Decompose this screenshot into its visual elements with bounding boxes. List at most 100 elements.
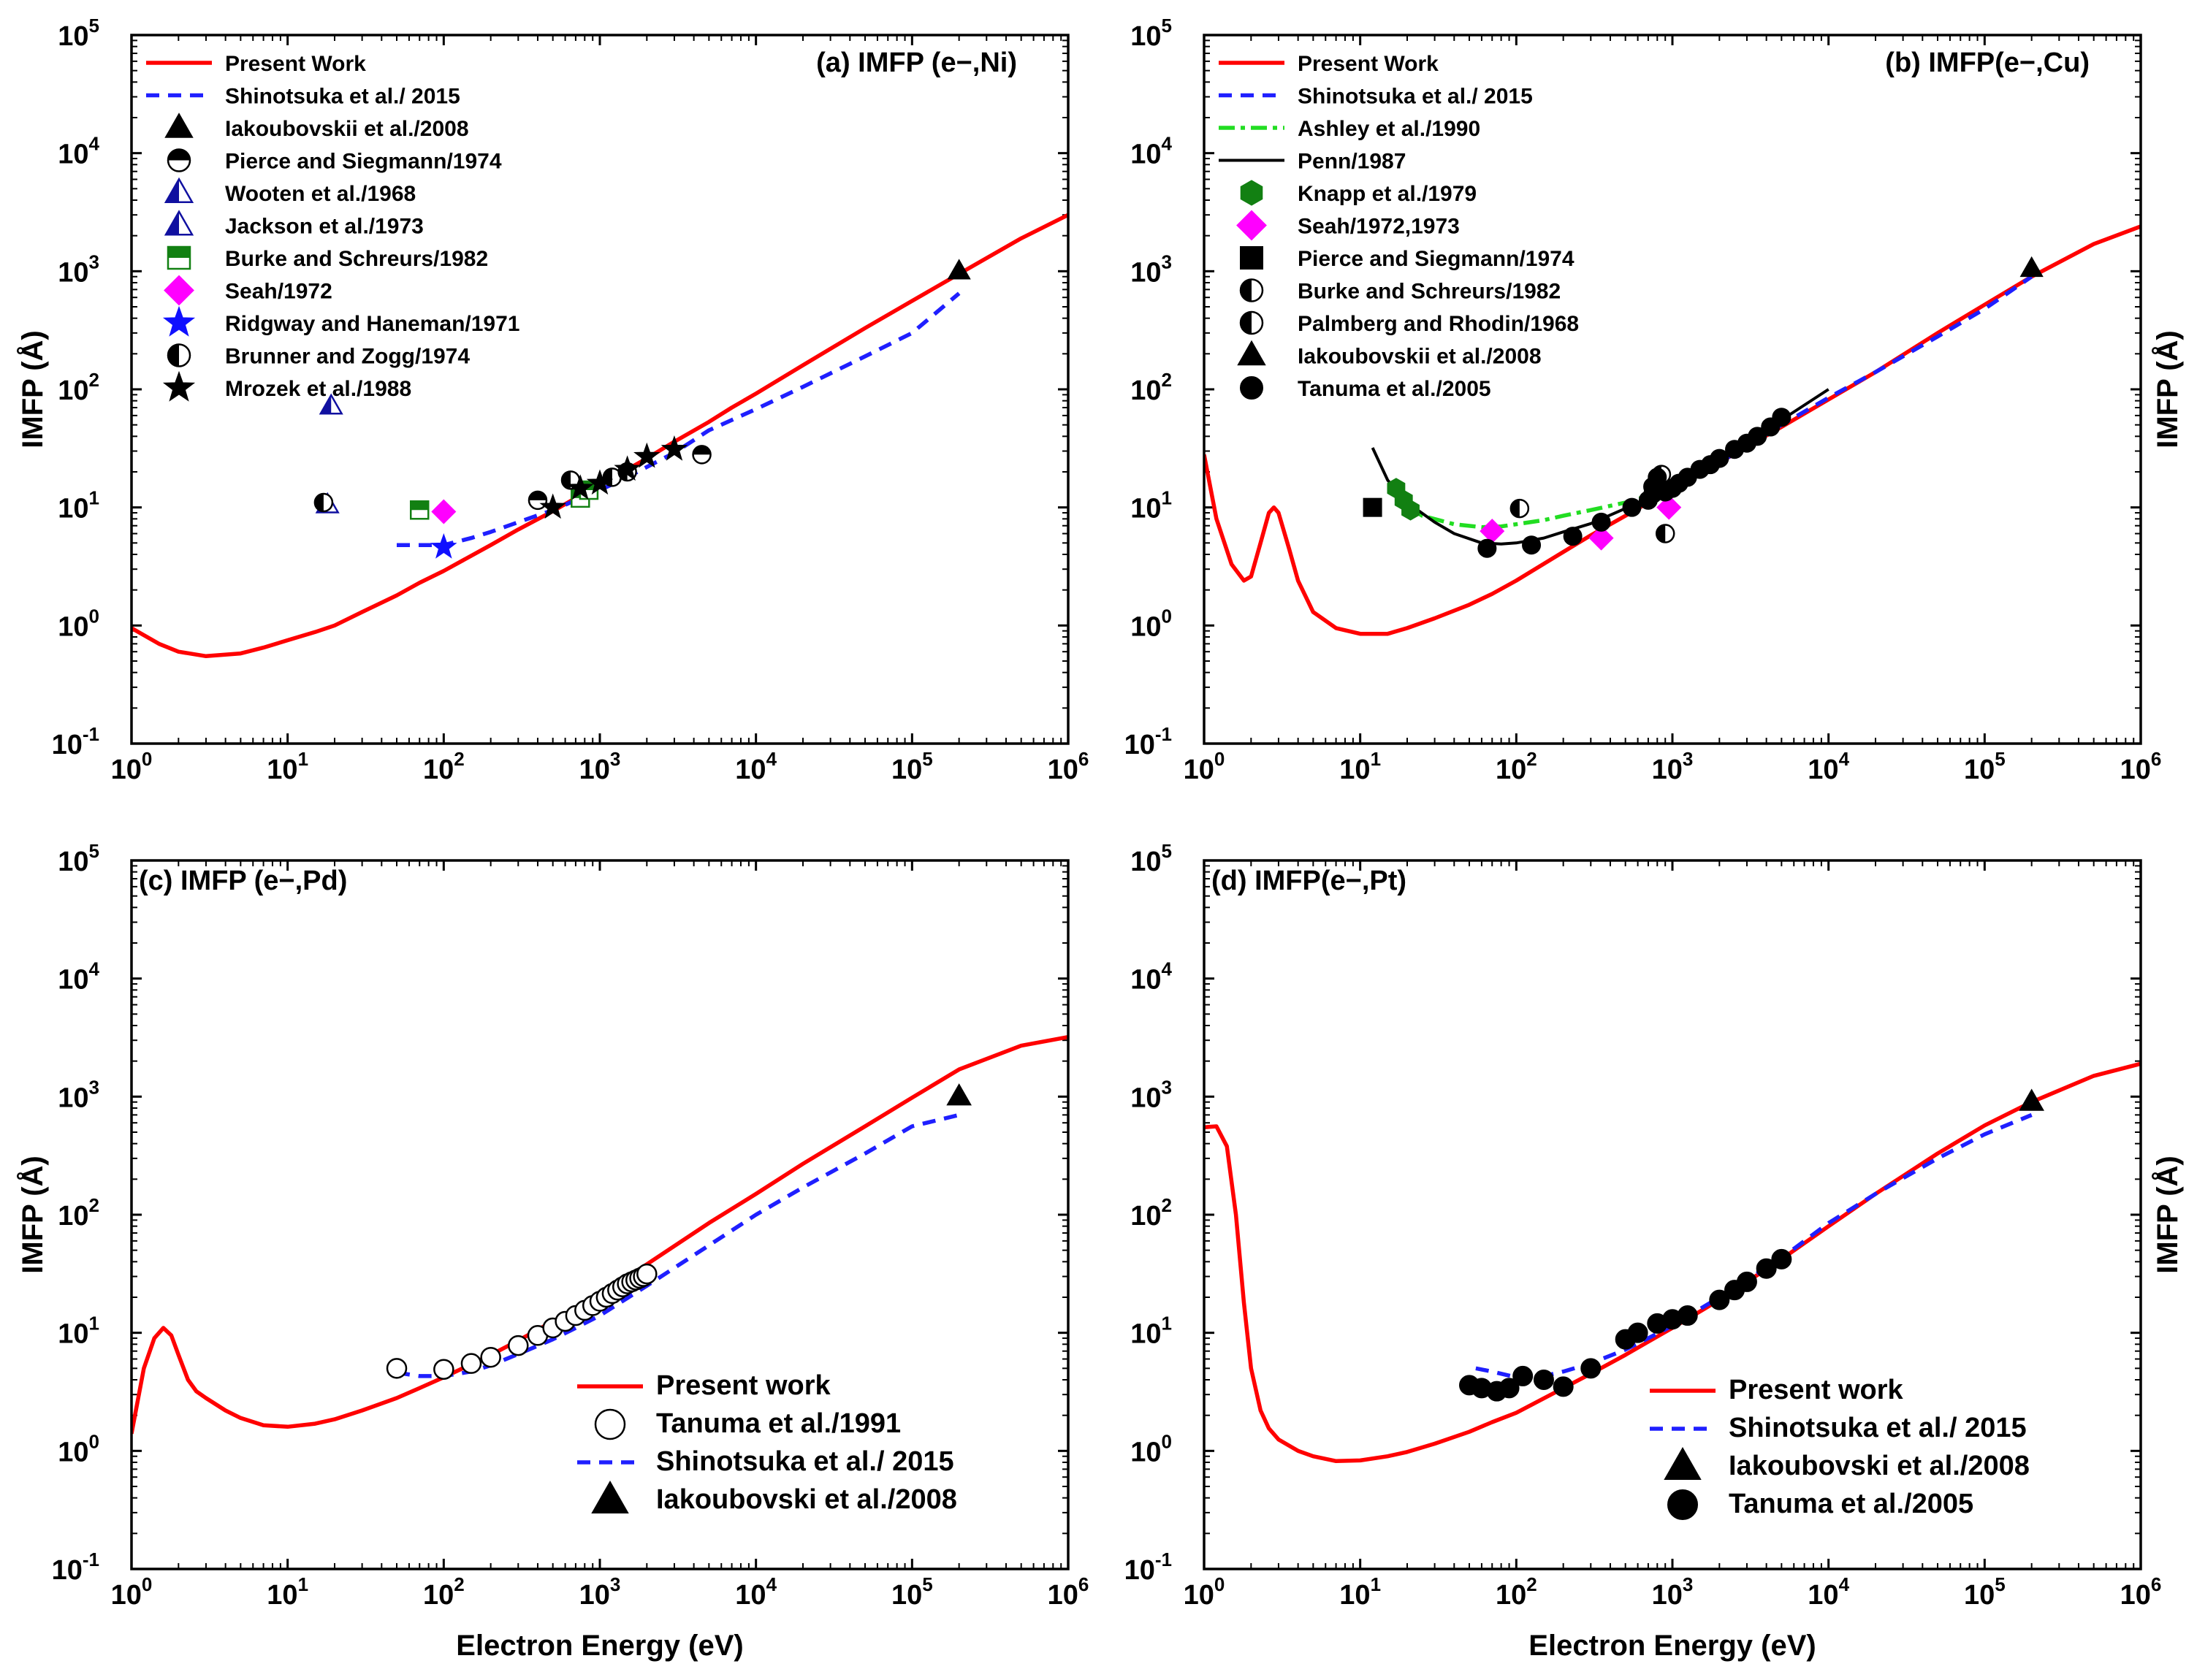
data-point: [1563, 527, 1583, 546]
legend-swatch: [164, 112, 194, 138]
plot-frame: [1203, 859, 2142, 1570]
data-point: [409, 500, 430, 520]
data-point: [946, 1083, 972, 1106]
y-tick-label: 105: [58, 840, 99, 877]
legend-item: Iakoubovski et al./2008: [591, 1480, 957, 1515]
legend-label: Burke and Schreurs/1982: [225, 247, 488, 271]
data-point: [1591, 512, 1611, 532]
x-tick-label: 101: [267, 1573, 308, 1611]
x-tick-label: 105: [891, 748, 933, 785]
y-tick-label: 100: [58, 605, 99, 642]
legend-swatch: [1240, 180, 1263, 206]
data-point: [1656, 495, 1682, 520]
data-point: [433, 1359, 454, 1381]
panel-b: 100 101 102 103 104 105 106 10-1 100 101 102 103 104…: [1124, 15, 2184, 785]
legend-swatch: [1240, 246, 1263, 270]
legend-item: Brunner and Zogg/1974: [167, 343, 470, 369]
legend-label: Jackson et al./1973: [225, 215, 424, 239]
x-tick-label: 105: [1964, 748, 2006, 785]
legend-item: Mrozek et al./1988: [162, 370, 411, 402]
legend: Present Work Shinotsuka et al./ 2015 Iakou…: [146, 52, 519, 402]
y-tick-label: 105: [1130, 840, 1172, 877]
data-point: [460, 1353, 482, 1374]
legend-swatch: [1239, 310, 1264, 335]
y-tick-label: 100: [1130, 1430, 1172, 1467]
plot-frame: [130, 859, 1070, 1570]
data-point: [692, 445, 712, 465]
legend-item: Shinotsuka et al./ 2015: [1219, 85, 1533, 109]
data-point: [1477, 538, 1497, 558]
legend-item: Shinotsuka et al./ 2015: [146, 85, 460, 109]
legend-swatch: [1237, 340, 1266, 366]
data-point: [1756, 1258, 1777, 1279]
legend-label: Iakoubovski et al./2008: [656, 1484, 957, 1515]
data-point: [636, 1263, 658, 1285]
data-point: [1710, 448, 1729, 468]
legend-label: Knapp et al./1979: [1298, 182, 1477, 206]
data-point: [1677, 1305, 1698, 1326]
panel-title: (c) IMFP (e−,Pd): [139, 866, 347, 896]
legend-item: Present Work: [146, 52, 366, 76]
legend-swatch: [1240, 376, 1263, 400]
legend-swatch: [167, 148, 191, 172]
y-tick-label: 104: [1130, 958, 1172, 996]
y-tick-label: 100: [58, 1430, 99, 1467]
plot-frame: [1203, 34, 2142, 745]
legend-label: Present Work: [225, 52, 366, 76]
data-point: [431, 499, 457, 524]
x-tick-label: 102: [423, 748, 465, 785]
x-tick-label: 102: [1496, 748, 1537, 785]
x-tick-label: 103: [579, 748, 621, 785]
y-tick-label: 104: [58, 133, 99, 170]
legend-item: Tanuma et al./2005: [1667, 1489, 1973, 1520]
y-tick-label: 102: [58, 1194, 99, 1232]
x-tick-label: 101: [1339, 748, 1381, 785]
x-tick-label: 100: [111, 1573, 153, 1611]
legend-label: Tanuma et al./1991: [656, 1408, 901, 1439]
x-tick-label: 104: [1808, 748, 1849, 785]
x-tick-label: 106: [2120, 1573, 2162, 1611]
legend-item: Present Work: [1219, 52, 1439, 76]
legend-item: Burke and Schreurs/1982: [167, 245, 488, 271]
panel-d: 100 101 102 103 104 105 106 10-1 100 101 102 103 104…: [1124, 840, 2184, 1662]
data-point: [1480, 519, 1505, 544]
legend: Present work Tanuma et al./1991 Shinotsuka…: [577, 1370, 957, 1515]
legend-label: Pierce and Siegmann/1974: [225, 150, 502, 174]
legend-item: Present work: [577, 1370, 831, 1401]
series-line: [1475, 1112, 2033, 1380]
legend-label: Seah/1972: [225, 280, 332, 304]
x-tick-label: 102: [423, 1573, 465, 1611]
y-tick-label: 100: [1130, 605, 1172, 642]
legend-swatch: [164, 177, 194, 203]
legend-item: Palmberg and Rhodin/1968: [1239, 310, 1579, 336]
legend-label: Ashley et al./1990: [1298, 117, 1480, 141]
data-point: [1512, 1365, 1534, 1386]
legend-item: Penn/1987: [1219, 150, 1406, 174]
legend-item: Seah/1972: [164, 275, 332, 306]
y-tick-label: 102: [58, 369, 99, 406]
x-tick-label: 100: [1184, 1573, 1225, 1611]
legend-item: Tanuma et al./2005: [1240, 376, 1491, 401]
data-point: [1771, 1248, 1792, 1269]
legend-label: Brunner and Zogg/1974: [225, 345, 470, 369]
x-tick-label: 103: [579, 1573, 621, 1611]
y-tick-label: 101: [58, 487, 99, 524]
legend-item: Knapp et al./1979: [1240, 180, 1477, 206]
data-point: [1499, 1378, 1520, 1399]
legend-swatch: [1664, 1446, 1702, 1480]
data-point: [1622, 497, 1642, 517]
legend-label: Shinotsuka et al./ 2015: [656, 1446, 954, 1477]
legend: Present work Shinotsuka et al./ 2015 Iakou…: [1650, 1375, 2030, 1520]
legend-item: Pierce and Siegmann/1974: [1240, 246, 1575, 271]
data-point: [1748, 427, 1767, 446]
data-point: [1522, 535, 1542, 555]
data-point: [313, 492, 334, 513]
x-tick-label: 101: [1339, 1573, 1381, 1611]
x-tick-label: 103: [1652, 1573, 1694, 1611]
data-point: [539, 493, 566, 519]
data-point: [567, 474, 594, 500]
data-point: [660, 435, 688, 461]
legend-item: Shinotsuka et al./ 2015: [577, 1446, 954, 1477]
legend-label: Mrozek et al./1988: [225, 377, 411, 401]
legend-label: Palmberg and Rhodin/1968: [1298, 312, 1579, 336]
